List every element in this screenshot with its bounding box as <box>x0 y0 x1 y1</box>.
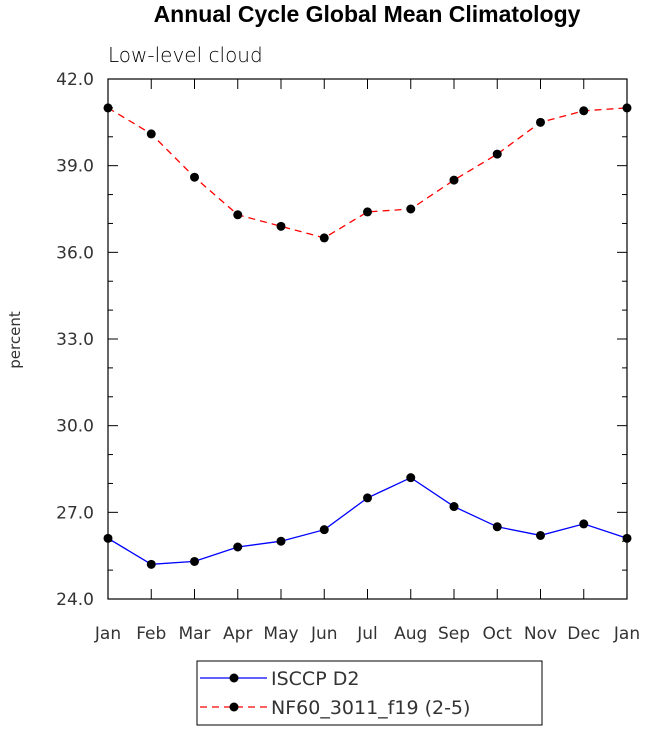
data-point <box>579 106 589 116</box>
data-point <box>536 530 545 540</box>
x-tick-label: Aug <box>394 624 427 644</box>
legend-label: ISCCP D2 <box>271 668 359 690</box>
legend-box <box>196 660 543 726</box>
data-point <box>146 559 156 569</box>
x-tick-label: Sep <box>438 624 470 644</box>
data-point <box>276 536 286 546</box>
y-tick-label: 36.0 <box>56 243 94 263</box>
x-tick-label: Jan <box>94 624 121 644</box>
data-point <box>449 502 459 512</box>
data-point <box>190 172 199 182</box>
y-tick-label: 30.0 <box>56 417 94 437</box>
data-point <box>190 556 199 566</box>
x-tick-label: Jan <box>613 624 640 644</box>
data-point <box>449 175 459 185</box>
series-line <box>107 476 628 565</box>
data-point <box>622 103 632 113</box>
x-tick-label: Dec <box>567 624 600 644</box>
plot-frame <box>107 78 628 600</box>
y-tick-label: 39.0 <box>56 157 94 177</box>
series-1 <box>103 103 632 243</box>
data-point <box>319 525 329 535</box>
data-point <box>492 522 502 532</box>
data-point <box>233 210 243 220</box>
x-tick-label: Feb <box>136 624 166 644</box>
data-point <box>233 542 243 552</box>
legend: ISCCP D2 NF60_3011_f19 (2-5) <box>196 660 543 726</box>
series-0 <box>103 473 632 569</box>
x-tick-label: Apr <box>223 624 252 644</box>
data-point <box>276 221 286 231</box>
x-tick-label: Nov <box>524 624 557 644</box>
data-point <box>146 129 156 139</box>
legend-marker <box>229 673 239 683</box>
chart-subtitle: Low-level cloud <box>108 43 263 67</box>
series-layer <box>103 103 632 569</box>
x-tick-label: Mar <box>178 624 210 644</box>
data-point <box>492 149 502 159</box>
legend-label: NF60_3011_f19 (2-5) <box>271 697 470 719</box>
x-tick-label: Jun <box>310 624 338 644</box>
legend-entry: NF60_3011_f19 (2-5) <box>200 697 470 719</box>
legend-entry: ISCCP D2 <box>200 668 359 690</box>
y-tick-label: 42.0 <box>56 70 94 90</box>
y-tick-label: 24.0 <box>56 590 94 610</box>
data-point <box>622 533 632 543</box>
data-point <box>319 233 329 243</box>
y-axis-label: percent <box>6 311 24 369</box>
y-tick-label: 27.0 <box>56 503 94 523</box>
x-tick-label: Jul <box>356 624 378 644</box>
series-line <box>107 107 628 239</box>
data-point <box>406 473 416 483</box>
data-point <box>579 519 589 529</box>
axes: 24.0 27.0 30.0 33.0 36.0 39.0 42.0 Jan Feb Mar Apr… <box>56 70 640 644</box>
x-tick-label: May <box>263 624 298 644</box>
y-tick-label: 33.0 <box>56 330 94 350</box>
data-point <box>103 103 113 113</box>
legend-marker <box>229 702 239 712</box>
chart-title: Annual Cycle Global Mean Climatology <box>154 1 581 27</box>
data-point <box>103 533 113 543</box>
data-point <box>363 207 372 217</box>
data-point <box>536 117 545 127</box>
x-tick-label: Oct <box>483 624 513 644</box>
data-point <box>363 493 372 503</box>
data-point <box>406 204 416 214</box>
